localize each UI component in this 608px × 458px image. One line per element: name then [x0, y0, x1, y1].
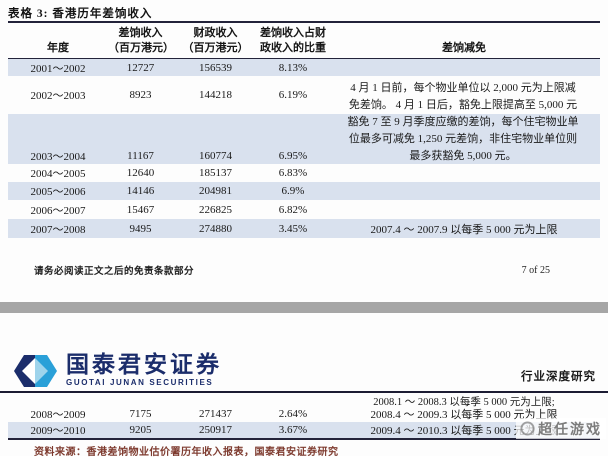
header-rates-line1: 差饷收入: [118, 27, 163, 39]
cell-fiscal-revenue: 274880: [199, 222, 232, 235]
watermark-circle-icon: [520, 421, 535, 436]
guotai-junan-logo-icon: [14, 355, 57, 387]
cell-rates-revenue: 11167: [127, 150, 154, 162]
table-row: 2008～2009 7175 271437 2.64% 2008.4 ～ 200…: [8, 406, 600, 422]
cell-rates-revenue: 7175: [129, 408, 152, 420]
source-note: 资料来源：香港差饷物业估价署历年收入报表，国泰君安证券研究: [34, 446, 339, 458]
cell-year: 2001～2002: [30, 62, 86, 75]
cell-percentage: 6.95%: [278, 150, 308, 162]
header-pct-line1: 差饷收入占财: [260, 27, 326, 39]
header-rule: [0, 391, 608, 393]
cell-year: 2003～2004: [30, 151, 86, 163]
cell-year: 2005～2006: [30, 186, 86, 198]
table-row: 2009～2010 9205 250917 3.67% 2009.4 ～ 201…: [8, 422, 600, 438]
cell-concession: 2008.1 ～ 2008.3 以每季 5 000 元为上限;: [373, 397, 555, 408]
table-row: 2007～2008 9495 274880 3.45% 2007.4 ～ 200…: [8, 219, 600, 238]
cell-year: 2006～2007: [30, 204, 86, 217]
cell-percentage: 6.82%: [278, 203, 308, 216]
cell-year: 2007～2008: [30, 223, 86, 236]
brand-name-cn: 国泰君安证券: [66, 351, 222, 377]
cell-rates-revenue: 9205: [129, 424, 152, 436]
cell-rates-revenue: 15467: [126, 203, 155, 216]
title-rule: [8, 21, 600, 23]
watermark: 超任游戏: [516, 418, 606, 439]
table-row: 2006～2007 15467 226825 6.82%: [8, 200, 600, 219]
table-title: 表格 3: 香港历年差饷收入: [8, 8, 153, 20]
cell-percentage: 3.45%: [278, 222, 308, 235]
brand-block: 国泰君安证券 GUOTAI JUNAN SECURITIES: [14, 351, 222, 391]
header-year: 年度: [8, 26, 108, 56]
brand-text: 国泰君安证券 GUOTAI JUNAN SECURITIES: [66, 351, 222, 387]
concession-line: 免差饷。 4 月 1 日后，豁免上限提高至 5,000 元: [348, 99, 578, 111]
cell-rates-revenue: 9495: [129, 222, 152, 235]
header-concession: 差饷减免: [328, 26, 600, 56]
cell-concession: 2007.4 ～ 2007.9 以每季 5 000 元为上限: [370, 223, 558, 236]
cell-concession: 2008.4 ～ 2009.3 以每季 5 000 元为上限: [370, 409, 558, 421]
cell-fiscal-revenue: 156539: [199, 61, 232, 74]
table-bottom-rule: [8, 438, 600, 440]
page-separator-band: [0, 302, 608, 313]
report-page-2: 国泰君安证券 GUOTAI JUNAN SECURITIES 行业深度研究 20…: [0, 313, 608, 458]
table-header-row: 年度 差饷收入 （百万港元） 财政收入 （百万港元） 差饷收入占财 政收入的比重…: [8, 26, 600, 59]
header-concession-label: 差饷减免: [442, 42, 486, 54]
cell-percentage: 8.13%: [278, 61, 308, 74]
brand-name-en: GUOTAI JUNAN SECURITIES: [66, 378, 214, 387]
header-year-label: 年度: [47, 42, 69, 54]
table-row: 2008.1 ～ 2008.3 以每季 5 000 元为上限;: [8, 394, 600, 408]
disclaimer-text: 请务必阅读正文之后的免责条款部分: [34, 267, 195, 277]
concession-line: 位最多可减免 1,250 元差饷，非住宅物业单位则: [348, 133, 578, 145]
table-row: 2003～2004 11167 160774 6.95%: [8, 148, 600, 164]
cell-fiscal-revenue: 204981: [199, 185, 232, 197]
cell-fiscal-revenue: 250917: [199, 424, 232, 436]
cell-rates-revenue: 14146: [126, 185, 155, 197]
report-type-label: 行业深度研究: [521, 371, 596, 383]
cell-rates-revenue: 8923: [129, 89, 152, 101]
page-number: 7 of 25: [521, 264, 550, 276]
cell-percentage: 6.83%: [278, 167, 308, 179]
table-row: 2004～2005 12640 185137 6.83%: [8, 164, 600, 182]
table-body-page2: 2008.1 ～ 2008.3 以每季 5 000 元为上限; 2008～200…: [8, 394, 600, 438]
table-row: 2001～2002 12727 156539 8.13%: [8, 59, 600, 76]
cell-percentage: 6.19%: [278, 89, 308, 101]
cell-rates-revenue: 12727: [126, 61, 155, 74]
header-fiscal-line1: 财政收入: [193, 27, 238, 39]
cell-concession: 2009.4 ～ 2010.3 以每季 5 000 元为上限: [370, 425, 558, 437]
concession-line: 豁免 7 至 9 月季度应缴的差饷，每个住宅物业单: [347, 116, 579, 128]
cell-year: 2004～2005: [30, 168, 86, 180]
concession-text-block: 4 月 1 日前，每个物业单位以 2,000 元为上限减 免差饷。 4 月 1 日…: [330, 80, 596, 165]
header-pct-line2: 政收入的比重: [260, 42, 326, 54]
cell-year: 2009～2010: [30, 425, 86, 437]
watermark-text: 超任游戏: [538, 420, 602, 437]
concession-line: 最多获豁免 5,000 元。: [409, 150, 517, 162]
cell-year: 2008～2009: [30, 409, 86, 421]
cell-rates-revenue: 12640: [126, 167, 155, 179]
cell-fiscal-revenue: 226825: [199, 203, 232, 216]
header-fiscal-line2: （百万港元）: [182, 42, 249, 54]
cell-fiscal-revenue: 271437: [199, 408, 232, 420]
cell-percentage: 6.9%: [281, 185, 305, 197]
concession-line: 4 月 1 日前，每个物业单位以 2,000 元为上限减: [350, 82, 576, 94]
cell-fiscal-revenue: 160774: [199, 150, 232, 162]
cell-fiscal-revenue: 144218: [199, 89, 232, 101]
cell-fiscal-revenue: 185137: [199, 167, 232, 179]
table-row: 2005～2006 14146 204981 6.9%: [8, 182, 600, 200]
table-body-page1: 4 月 1 日前，每个物业单位以 2,000 元为上限减 免差饷。 4 月 1 日…: [8, 59, 600, 238]
cell-percentage: 3.67%: [278, 424, 308, 436]
header-percentage: 差饷收入占财 政收入的比重: [258, 26, 328, 56]
table-row: 2002～2003 8923 144218 6.19%: [8, 76, 600, 114]
rates-revenue-table: 年度 差饷收入 （百万港元） 财政收入 （百万港元） 差饷收入占财 政收入的比重…: [8, 26, 600, 238]
header-rates-line2: （百万港元）: [108, 42, 174, 54]
cell-year: 2002～2003: [30, 90, 86, 102]
table-continuation: 2008.1 ～ 2008.3 以每季 5 000 元为上限; 2008～200…: [8, 394, 600, 458]
cell-percentage: 2.64%: [278, 408, 308, 420]
table-row: [8, 114, 600, 148]
header-fiscal-revenue: 财政收入 （百万港元）: [173, 26, 258, 56]
report-page-1: 表格 3: 香港历年差饷收入 年度 差饷收入 （百万港元） 财政收入 （百万港元…: [0, 8, 608, 278]
header-rates-revenue: 差饷收入 （百万港元）: [108, 26, 174, 56]
page-footer: 请务必阅读正文之后的免责条款部分 7 of 25: [0, 263, 608, 278]
